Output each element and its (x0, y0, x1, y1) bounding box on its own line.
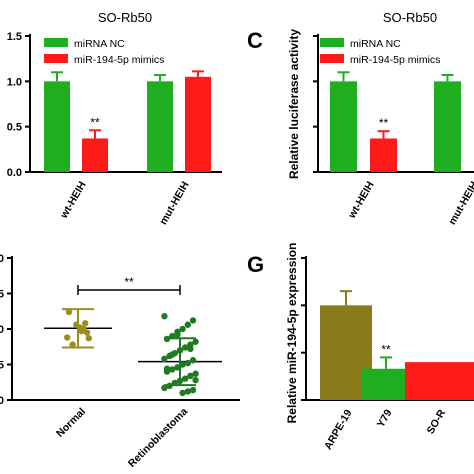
y-tick-label: 1.5 (0, 289, 4, 301)
legend-swatch (320, 54, 344, 63)
data-point (78, 327, 85, 335)
significance-label: ** (379, 116, 389, 130)
data-point (184, 359, 191, 367)
data-point (85, 335, 93, 342)
legend-label: miR-194-5p mimics (350, 54, 440, 66)
data-point (179, 389, 186, 397)
data-point (163, 365, 171, 372)
bar-wt-HEIH-1-bar (370, 138, 397, 172)
data-point (161, 384, 168, 392)
data-point (65, 308, 73, 316)
data-point (169, 366, 176, 373)
significance-label: ** (381, 342, 391, 356)
y-tick-label: .0 (0, 395, 4, 407)
panel-top-left-chart: 0.0 0.5 1.0 1.5 SO-Rb50 miRNA NC miR-194-5p mi… (7, 10, 222, 227)
y-tick-label: 1.0 (0, 324, 4, 336)
panel-bottom-right-chart: G Relative miR-194-5p expression ARPE-19 Y7… (247, 243, 474, 452)
data-point (69, 341, 76, 348)
data-point (189, 317, 197, 324)
data-point (176, 377, 184, 385)
data-point (184, 321, 191, 328)
legend-label: miR-194-5p mimics (74, 54, 164, 66)
data-point (174, 364, 181, 371)
data-point (182, 344, 189, 351)
x-tick-label: mut-HEIH (157, 180, 191, 227)
bar-SO-R-bar (405, 362, 474, 400)
data-point (161, 313, 168, 320)
y-tick-label: 2.0 (0, 253, 4, 265)
y-tick-label: 1.0 (7, 76, 22, 88)
chart-title: SO-Rb50 (98, 10, 152, 25)
data-point (187, 372, 194, 380)
legend-swatch (44, 54, 68, 63)
bar-mut-HEIH-1-bar (185, 76, 211, 172)
data-point (189, 386, 197, 394)
x-tick-label: Retinoblastoma (126, 406, 190, 470)
data-point (174, 331, 181, 338)
y-axis-label: Relative miR-194-5p expression (285, 243, 299, 424)
data-point (184, 388, 191, 395)
data-point (179, 325, 186, 333)
data-point (189, 357, 197, 364)
legend-swatch (320, 38, 344, 47)
panel-top-right-chart: SO-Rb50 C Relative luciferase activity miRN… (247, 10, 474, 227)
x-tick-label: Y79 (375, 407, 395, 429)
data-point (161, 355, 168, 363)
y-axis-label: Relative luciferase activity (287, 29, 301, 179)
data-point (192, 338, 199, 345)
significance-label: ** (90, 115, 100, 129)
bar-Y79-bar (362, 368, 410, 400)
data-point (179, 361, 186, 368)
x-tick-label: SO-R (425, 407, 449, 436)
panel-letter: G (247, 252, 264, 277)
data-point (163, 335, 171, 343)
data-point (63, 334, 71, 341)
data-point (187, 345, 194, 353)
x-tick-label: mut-HEIH (446, 180, 474, 227)
y-tick-label: 0.5 (7, 122, 22, 134)
data-point (73, 321, 80, 328)
legend-label: miRNA NC (350, 38, 401, 50)
legend-label: miRNA NC (74, 38, 125, 50)
data-point (82, 320, 89, 327)
x-tick-label: wt-HEIH (58, 180, 89, 222)
data-point (171, 379, 178, 387)
legend-swatch (44, 38, 68, 47)
y-tick-label: .5 (0, 360, 4, 372)
data-point (182, 375, 189, 382)
bar-mut-HEIH-0-bar (147, 81, 173, 172)
panel-letter: C (247, 28, 263, 53)
data-point (192, 370, 199, 377)
data-point (192, 376, 199, 384)
bar-wt-HEIH-0-bar (330, 81, 357, 172)
x-tick-label: Normal (54, 406, 88, 440)
y-tick-label: 0.0 (7, 167, 22, 179)
x-tick-label: ARPE-19 (322, 407, 355, 452)
bar-wt-HEIH-1-bar (82, 138, 108, 172)
bar-mut-HEIH-0-bar (434, 81, 461, 172)
y-tick-label: 1.5 (7, 31, 22, 43)
data-point (169, 332, 176, 340)
significance-label: ** (124, 275, 134, 289)
panel-bottom-left-chart: .0 .5 1.0 1.5 2.0 Normal Retinoblastoma ** (0, 253, 240, 470)
data-point (176, 347, 184, 354)
data-point (169, 351, 176, 358)
bar-wt-HEIH-0-bar (44, 81, 70, 172)
data-point (166, 382, 173, 389)
chart-title: SO-Rb50 (383, 10, 437, 25)
x-tick-label: wt-HEIH (346, 180, 377, 222)
